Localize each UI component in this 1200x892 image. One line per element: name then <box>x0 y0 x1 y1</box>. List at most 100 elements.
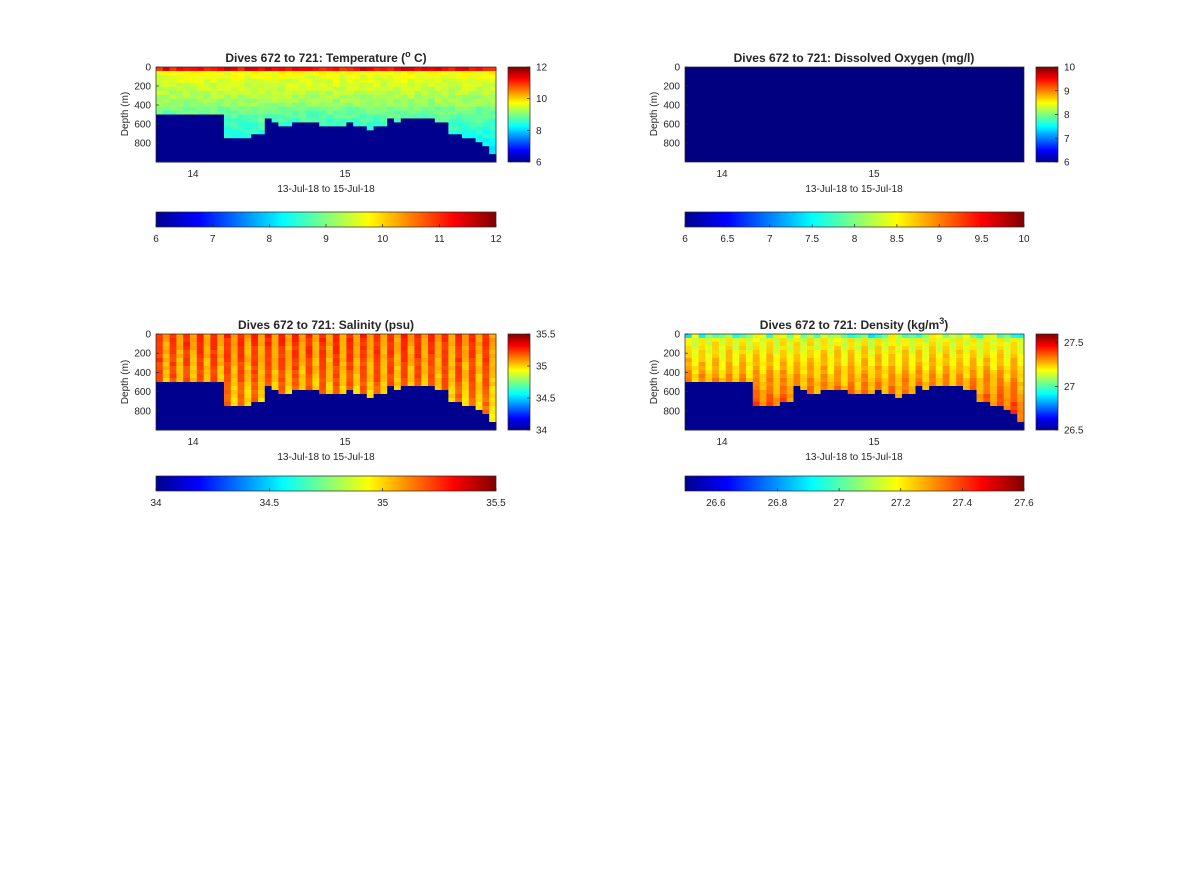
heatmap-cell <box>360 134 368 139</box>
heatmap-cell <box>271 378 279 383</box>
heatmap-cell <box>326 82 334 88</box>
heatmap-cell <box>319 154 327 159</box>
heatmap-cell <box>793 414 801 419</box>
heatmap-cell <box>462 414 470 419</box>
heatmap-cell <box>190 410 198 415</box>
heatmap-cell <box>739 410 747 415</box>
heatmap-cell <box>271 70 279 76</box>
heatmap-cell <box>847 386 855 391</box>
heatmap-cell <box>258 126 266 131</box>
heatmap-cell <box>332 98 341 104</box>
heatmap-cell <box>421 362 429 367</box>
heatmap-cell <box>739 406 747 411</box>
heatmap-cell <box>400 422 409 427</box>
heatmap-cell <box>380 366 388 371</box>
heatmap-cell <box>278 78 286 84</box>
heatmap-cell <box>373 130 381 135</box>
heatmap-cell <box>380 370 388 375</box>
heatmap-cell <box>949 362 957 367</box>
heatmap-cell <box>176 82 184 88</box>
heatmap-cell <box>820 358 828 363</box>
heatmap-cell <box>482 86 490 92</box>
heatmap-cell <box>394 146 402 151</box>
heatmap-cell <box>224 134 232 139</box>
heatmap-cell <box>278 342 286 347</box>
heatmap-cell <box>326 150 334 155</box>
heatmap-cell <box>874 394 883 399</box>
heatmap-cell <box>718 374 727 379</box>
heatmap-cell <box>746 358 754 363</box>
heatmap-cell <box>888 350 896 355</box>
heatmap-cell <box>176 406 184 411</box>
heatmap-cell <box>251 418 259 423</box>
heatmap-cell <box>183 342 191 347</box>
heatmap-cell <box>346 98 354 104</box>
heatmap-cell <box>210 114 218 119</box>
heatmap-cell <box>244 126 252 131</box>
y-tick-label: 0 <box>674 330 680 341</box>
heatmap-cell <box>380 414 388 419</box>
heatmap-cell <box>739 394 747 399</box>
heatmap-cell <box>285 418 293 423</box>
heatmap-cell <box>962 386 971 391</box>
heatmap-cell <box>264 130 273 135</box>
heatmap-cell <box>489 422 497 427</box>
heatmap-cell <box>962 422 971 427</box>
heatmap-cell <box>854 370 862 375</box>
heatmap-cell <box>779 338 788 343</box>
heatmap-cell <box>868 362 876 367</box>
heatmap-cell <box>258 410 266 415</box>
heatmap-cell <box>312 86 320 92</box>
heatmap-cell <box>339 366 347 371</box>
heatmap-cell <box>746 398 754 403</box>
heatmap-cell <box>224 338 232 343</box>
heatmap-cell <box>874 334 883 339</box>
heatmap-cell <box>176 418 184 423</box>
heatmap-cell <box>793 374 801 379</box>
heatmap-cell <box>264 382 273 387</box>
heatmap-cell <box>691 358 700 363</box>
heatmap-cell <box>346 70 354 76</box>
heatmap-cell <box>441 122 449 127</box>
heatmap-cell <box>400 98 409 104</box>
heatmap-cell <box>1003 426 1011 431</box>
heatmap-cell <box>264 94 273 100</box>
heatmap-cell <box>373 342 381 347</box>
heatmap-cell <box>162 394 171 399</box>
heatmap-cell <box>428 86 436 92</box>
heatmap-cell <box>400 338 409 343</box>
colorbar-tick-label: 8 <box>536 126 542 137</box>
heatmap-cell <box>489 398 497 403</box>
heatmap-cell <box>196 110 205 115</box>
heatmap-cell <box>793 410 801 415</box>
heatmap-cell <box>698 418 706 423</box>
horizontal-colorbar-tick-label: 7.5 <box>805 234 819 245</box>
heatmap-cell <box>326 362 334 367</box>
heatmap-cell <box>156 386 164 391</box>
heatmap-cell <box>854 410 862 415</box>
profile-column <box>285 67 293 163</box>
heatmap-cell <box>285 78 293 84</box>
heatmap-cell <box>244 90 252 96</box>
heatmap-cell <box>217 110 225 115</box>
heatmap-cell <box>360 142 368 147</box>
heatmap-cell <box>312 90 320 96</box>
profile-column <box>244 67 252 163</box>
heatmap-cell <box>962 354 971 359</box>
heatmap-cell <box>691 426 700 431</box>
heatmap-cell <box>203 130 211 135</box>
heatmap-cell <box>292 382 300 387</box>
heatmap-cell <box>278 410 286 415</box>
heatmap-cell <box>244 146 252 151</box>
heatmap-cell <box>373 410 381 415</box>
heatmap-cell <box>360 102 368 108</box>
heatmap-cell <box>237 138 245 143</box>
heatmap-cell <box>271 126 279 131</box>
heatmap-cell <box>387 110 395 115</box>
heatmap-cell <box>468 118 477 123</box>
heatmap-cell <box>705 422 713 427</box>
heatmap-cell <box>874 378 883 383</box>
heatmap-cell <box>298 67 307 72</box>
heatmap-cell <box>244 358 252 363</box>
heatmap-cell <box>251 78 259 84</box>
